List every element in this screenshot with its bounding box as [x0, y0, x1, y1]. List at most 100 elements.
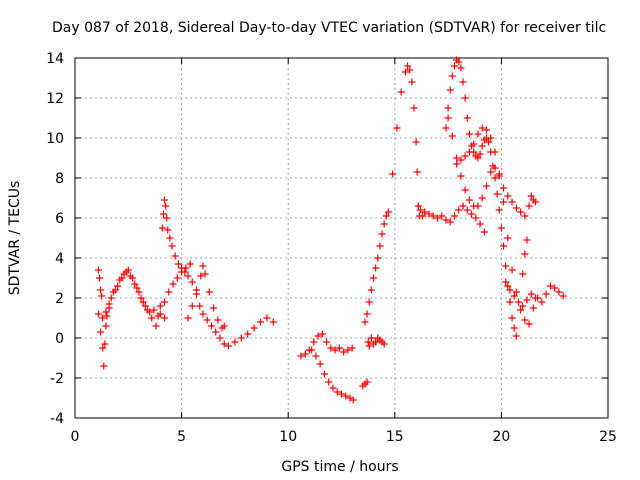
data-point — [525, 202, 533, 210]
data-point — [365, 342, 373, 350]
data-point — [109, 288, 117, 296]
data-point — [438, 212, 446, 220]
data-point — [502, 262, 510, 270]
data-point — [148, 314, 156, 322]
data-point — [504, 282, 512, 290]
data-point — [450, 212, 458, 220]
data-point — [482, 182, 490, 190]
data-point — [164, 226, 172, 234]
data-point — [165, 288, 173, 296]
data-point — [340, 348, 348, 356]
data-point — [476, 220, 484, 228]
data-point — [380, 220, 388, 228]
data-point — [500, 198, 508, 206]
data-point — [532, 198, 540, 206]
data-point — [519, 270, 527, 278]
data-point — [338, 390, 345, 398]
data-point — [188, 278, 196, 286]
plot-frame — [74, 57, 609, 419]
data-point — [508, 266, 516, 274]
data-point — [159, 210, 167, 218]
data-point — [212, 328, 220, 336]
data-point — [493, 190, 501, 198]
data-point — [139, 298, 147, 306]
data-point — [517, 306, 525, 314]
data-point — [389, 170, 397, 178]
data-point — [468, 210, 476, 218]
y-tick-label: 10 — [46, 131, 64, 147]
data-point — [487, 168, 495, 176]
data-point — [485, 138, 493, 146]
data-point — [512, 288, 520, 296]
data-point — [122, 268, 130, 276]
data-point — [523, 236, 531, 244]
data-point — [521, 316, 529, 324]
data-point — [250, 324, 258, 332]
data-point — [442, 216, 450, 224]
data-point — [510, 324, 518, 332]
data-point — [214, 316, 222, 324]
y-tick-label: 12 — [46, 91, 64, 107]
data-point — [365, 298, 373, 306]
y-tick-labels: -4 -2 0 2 4 6 8 10 12 14 — [46, 51, 64, 427]
y-tick-label: 8 — [55, 171, 64, 187]
data-point — [372, 338, 380, 346]
series-track-d — [158, 196, 277, 350]
data-point — [184, 314, 192, 322]
data-point — [107, 294, 115, 302]
data-point — [478, 142, 486, 150]
data-point — [220, 322, 228, 330]
data-point — [171, 252, 179, 260]
data-point — [312, 352, 320, 360]
data-point — [506, 298, 514, 306]
data-point — [463, 114, 471, 122]
data-point — [448, 72, 456, 80]
data-point — [348, 344, 356, 352]
data-point — [331, 346, 339, 354]
data-point — [472, 214, 480, 222]
data-point — [504, 192, 512, 200]
data-point — [455, 58, 463, 66]
data-point — [131, 280, 139, 288]
data-point — [497, 224, 505, 232]
data-point — [137, 294, 145, 302]
data-point — [207, 322, 215, 330]
data-point — [363, 310, 371, 318]
data-point — [333, 388, 341, 396]
data-point — [480, 228, 488, 236]
data-point — [510, 292, 518, 300]
data-point — [401, 68, 409, 76]
data-point — [410, 104, 418, 112]
data-point — [457, 156, 465, 164]
data-point — [181, 268, 189, 276]
data-point — [393, 124, 401, 132]
data-point — [463, 206, 471, 214]
data-point — [450, 62, 458, 70]
data-point — [457, 64, 465, 72]
series-track-f — [297, 330, 356, 360]
data-point — [152, 322, 160, 330]
data-point — [512, 204, 520, 212]
y-tick-label: 4 — [55, 251, 64, 267]
data-points — [94, 56, 567, 404]
data-point — [538, 298, 546, 306]
data-point — [384, 208, 392, 216]
data-point — [425, 210, 433, 218]
x-tick-label: 20 — [492, 429, 510, 445]
data-point — [168, 242, 176, 250]
data-point — [126, 272, 134, 280]
data-point — [99, 314, 107, 322]
data-point — [156, 310, 164, 318]
data-point — [158, 224, 166, 232]
data-point — [559, 292, 567, 300]
y-tick-label: -4 — [50, 411, 64, 427]
data-point — [166, 234, 174, 242]
data-point — [210, 304, 218, 312]
data-point — [174, 260, 182, 268]
data-point — [361, 318, 369, 326]
data-point — [406, 66, 414, 74]
data-point — [465, 196, 473, 204]
data-point — [199, 262, 207, 270]
data-point — [220, 340, 228, 348]
